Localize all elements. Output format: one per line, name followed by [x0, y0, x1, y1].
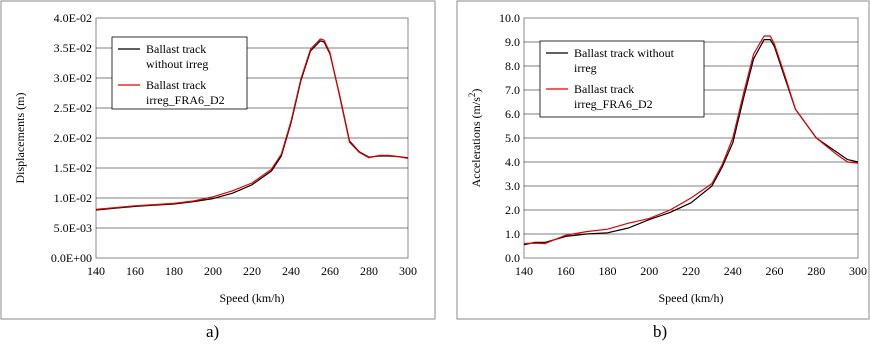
- chart-a-x-tick-label: 300: [399, 264, 417, 278]
- chart-a-y-tick-label: 4.0E-02: [54, 11, 92, 25]
- chart-b-y-tick-label: 5.0: [505, 131, 520, 145]
- chart-b-legend-label-2: irreg_FRA6_D2: [574, 97, 653, 111]
- chart-a: 0.0E+00 5.0E-03 1.0E-02 1.5E-02 2.0E-02 2.5E-…: [0, 0, 436, 320]
- chart-b-y-tick-label: 6.0: [505, 107, 520, 121]
- chart-b-legend-label-1: irreg: [574, 61, 597, 75]
- chart-b-x-tick-label: 260: [766, 264, 784, 278]
- chart-a-x-tick-label: 280: [360, 264, 378, 278]
- chart-b-legend-label-2: Ballast track: [574, 82, 634, 96]
- chart-b-y-tick-label: 1.0: [505, 227, 520, 241]
- chart-b-y-axis-title: Accelerations (m/s2): [467, 89, 483, 188]
- chart-b-y-tick-label: 4.0: [505, 155, 520, 169]
- chart-a-y-tick-label: 0.0E+00: [51, 251, 92, 265]
- chart-b-y-tick-label: 8.0: [505, 59, 520, 73]
- chart-b-y-tick-label: 0.0: [505, 251, 520, 265]
- chart-a-x-tick-label: 140: [87, 264, 105, 278]
- chart-a-x-tick-label: 180: [165, 264, 183, 278]
- chart-a-legend-label-2: Ballast track: [146, 78, 206, 92]
- chart-b-x-tick-label: 180: [599, 264, 617, 278]
- chart-a-x-tick-label: 240: [282, 264, 300, 278]
- chart-a-y-tick-label: 3.5E-02: [54, 41, 92, 55]
- chart-a-x-tick-label: 220: [243, 264, 261, 278]
- chart-b-x-axis-title: Speed (km/h): [659, 291, 724, 305]
- chart-b-y-tick-label: 9.0: [505, 35, 520, 49]
- chart-a-y-tick-label: 3.0E-02: [54, 71, 92, 85]
- chart-b-y-tick-label: 2.0: [505, 203, 520, 217]
- chart-a-x-tick-label: 200: [204, 264, 222, 278]
- chart-a-y-tick-label: 2.0E-02: [54, 131, 92, 145]
- chart-a-y-tick-label: 1.0E-02: [54, 191, 92, 205]
- chart-a-legend-label-1: without irreg: [146, 57, 208, 71]
- chart-a-y-tick-label: 5.0E-03: [54, 221, 92, 235]
- chart-a-x-tick-label: 160: [126, 264, 144, 278]
- chart-a-legend-label-1: Ballast track: [146, 42, 206, 56]
- caption-b: b): [653, 322, 668, 341]
- chart-a-svg: 0.0E+00 5.0E-03 1.0E-02 1.5E-02 2.0E-02 2.5E-…: [0, 0, 436, 320]
- chart-a-x-tick-label: 260: [321, 264, 339, 278]
- chart-b: 0.0 1.0 2.0 3.0 4.0 5.0 6.0 7.0 8.0 9.0 10.0 140 160…: [456, 0, 870, 320]
- chart-b-series-2-line: [523, 35, 859, 245]
- chart-b-legend: [539, 40, 705, 118]
- chart-b-x-tick-label: 140: [515, 264, 533, 278]
- chart-a-y-tick-label: 2.5E-02: [54, 101, 92, 115]
- caption-a: a): [206, 322, 220, 341]
- chart-b-y-tick-label: 10.0: [499, 11, 520, 25]
- chart-b-legend-label-1: Ballast track without: [574, 46, 675, 60]
- chart-b-x-tick-label: 160: [557, 264, 575, 278]
- chart-b-x-tick-label: 240: [724, 264, 742, 278]
- chart-b-x-tick-label: 220: [682, 264, 700, 278]
- chart-a-series-2-line: [95, 38, 409, 210]
- chart-b-svg: 0.0 1.0 2.0 3.0 4.0 5.0 6.0 7.0 8.0 9.0 10.0 140 160…: [456, 0, 870, 320]
- chart-a-y-tick-label: 1.5E-02: [54, 161, 92, 175]
- chart-a-x-axis-title: Speed (km/h): [220, 291, 285, 305]
- chart-a-y-axis-title: Displacements (m): [13, 93, 27, 184]
- chart-b-x-tick-label: 280: [807, 264, 825, 278]
- chart-b-y-tick-label: 7.0: [505, 83, 520, 97]
- chart-b-x-tick-label: 300: [849, 264, 867, 278]
- chart-a-legend-label-2: irreg_FRA6_D2: [146, 93, 225, 107]
- chart-b-y-tick-label: 3.0: [505, 179, 520, 193]
- chart-b-x-tick-label: 200: [640, 264, 658, 278]
